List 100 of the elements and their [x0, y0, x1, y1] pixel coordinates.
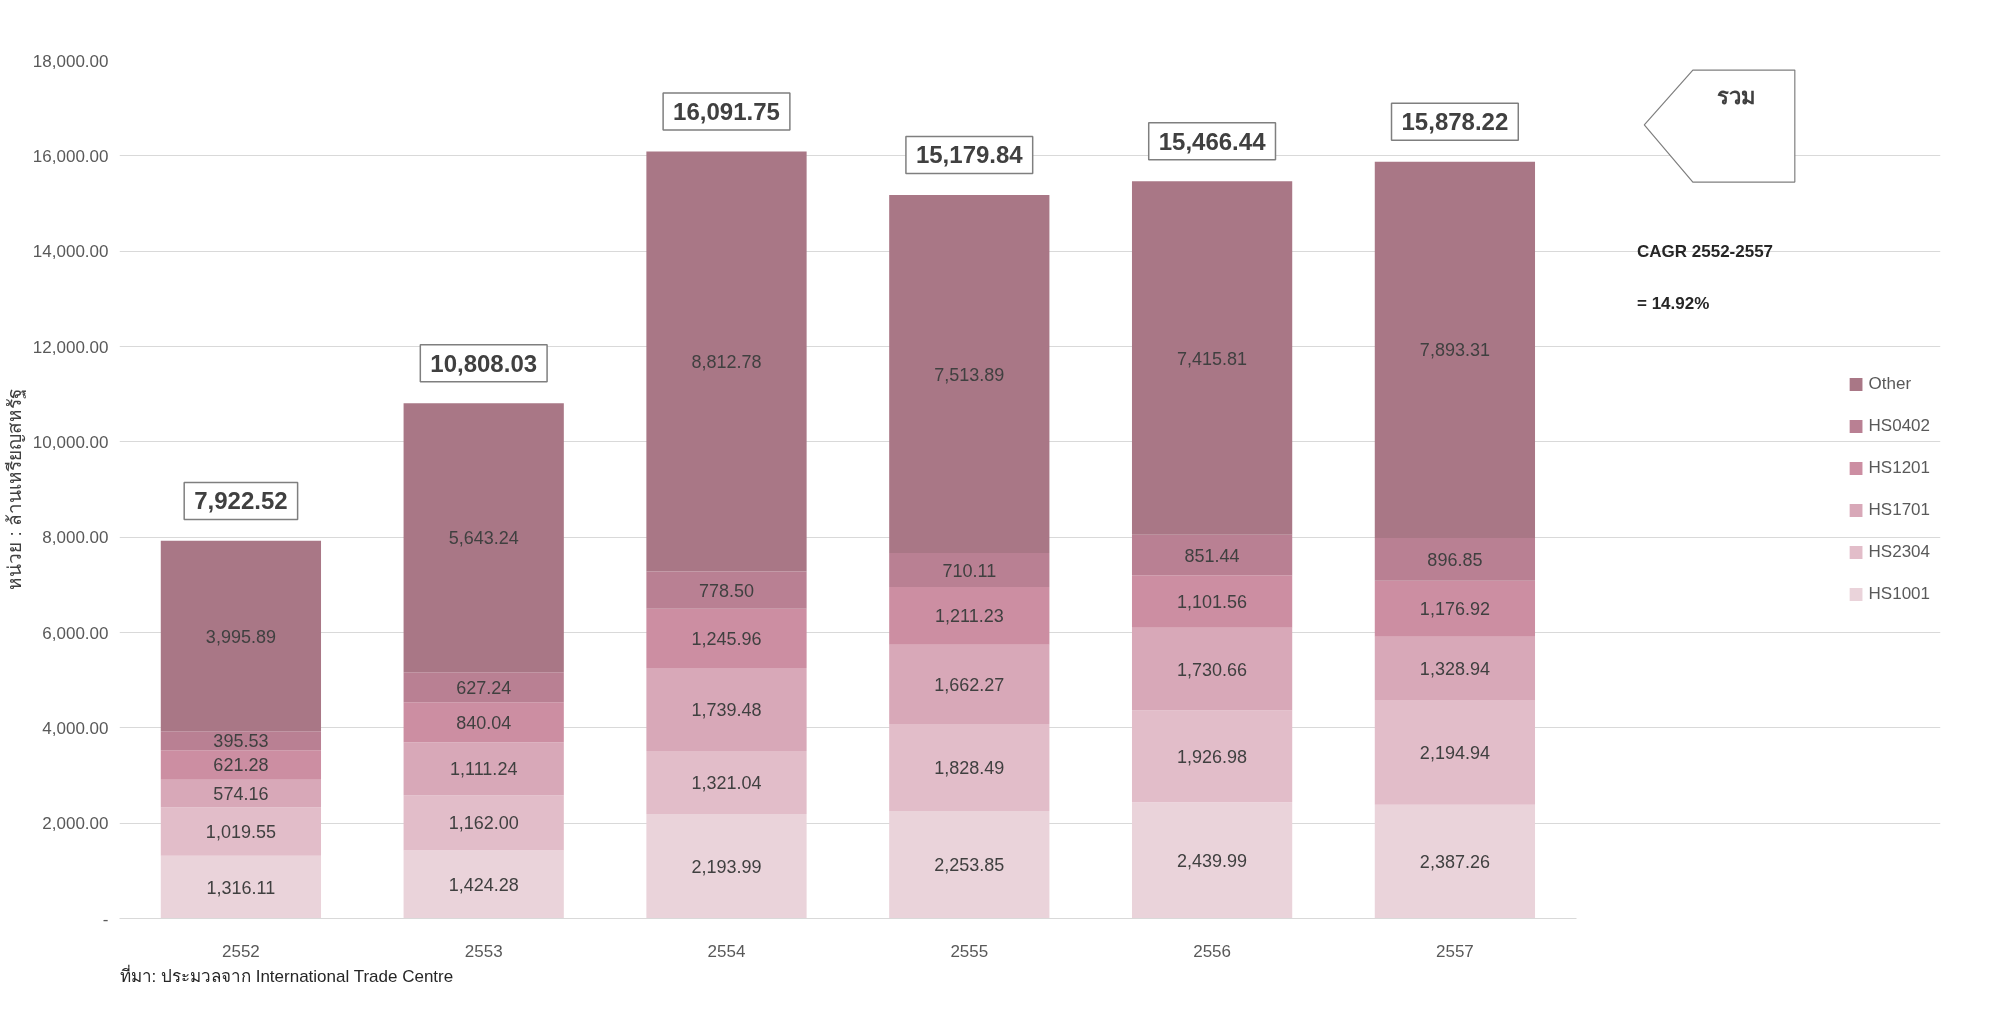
bar: [403, 742, 564, 796]
legend-label: Other: [1868, 374, 1912, 394]
data-label: 1,424.28: [448, 875, 519, 896]
y-tick-label: 4,000.00: [42, 718, 109, 738]
data-label: 3,995.89: [205, 626, 276, 647]
data-label: 621.28: [213, 755, 269, 776]
bar: [403, 850, 564, 919]
total-label: 15,179.84: [915, 141, 1024, 169]
text: ที่มา: ประมวลจาก International Trade Centre: [119, 963, 454, 986]
y-tick-label: 6,000.00: [42, 623, 109, 643]
bar: [889, 644, 1050, 724]
data-label: 7,513.89: [934, 364, 1005, 385]
data-label: 1,019.55: [205, 821, 276, 842]
data-label: 2,387.26: [1419, 852, 1490, 873]
bar: [1131, 575, 1293, 628]
x-tick-label: 2554: [707, 941, 746, 961]
bar: [403, 403, 564, 673]
data-label: 1,101.56: [1177, 592, 1248, 613]
bar: [1131, 534, 1293, 576]
y-tick-label: -: [102, 909, 109, 929]
legend-label: HS1701: [1868, 500, 1930, 520]
bar: [403, 702, 564, 743]
data-label: 1,316.11: [206, 877, 276, 898]
bar: [160, 750, 322, 780]
bar: [646, 151, 807, 572]
total-label: 7,922.52: [194, 487, 288, 515]
bar: [646, 571, 807, 609]
data-label: 1,739.48: [691, 699, 762, 720]
x-tick-label: 2557: [1435, 941, 1474, 961]
bar: [403, 672, 564, 703]
data-label: 395.53: [213, 731, 269, 752]
legend-label: HS0402: [1868, 416, 1930, 436]
x-tick-label: 2556: [1193, 941, 1232, 961]
bar: [889, 586, 1050, 645]
data-label: 7,415.81: [1177, 348, 1248, 369]
data-label: 1,730.66: [1177, 659, 1248, 680]
data-label: 1,828.49: [934, 757, 1005, 778]
data-label: 8,812.78: [691, 352, 762, 372]
y-tick-label: 18,000.00: [32, 51, 109, 71]
data-label: 7,893.31: [1419, 340, 1490, 361]
total-label: 10,808.03: [430, 349, 538, 377]
data-label: 840.04: [456, 712, 512, 733]
data-label: 627.24: [456, 677, 512, 698]
data-label: 5,643.24: [448, 528, 519, 549]
text: = 14.92%: [1637, 294, 1710, 314]
bar: [889, 194, 1050, 554]
bar: [403, 795, 564, 851]
bar: [160, 540, 322, 732]
data-label: 574.16: [213, 783, 269, 804]
y-tick-label: 14,000.00: [32, 242, 109, 262]
y-tick-label: 16,000.00: [32, 146, 109, 166]
bar: [889, 811, 1050, 919]
y-tick-label: 8,000.00: [42, 528, 109, 548]
bar: [1374, 804, 1536, 919]
data-label: 2,253.85: [934, 855, 1005, 876]
bar: [160, 807, 322, 856]
data-label: 1,662.27: [934, 674, 1005, 695]
data-label: 1,926.98: [1177, 746, 1248, 767]
text: CAGR 2552-2557: [1637, 241, 1774, 261]
legend-label: HS2304: [1868, 542, 1930, 562]
bar: [160, 779, 322, 808]
data-label: 896.85: [1427, 549, 1483, 570]
data-label: 1,162.00: [448, 813, 519, 834]
x-tick-label: 2555: [950, 941, 989, 961]
bar: [1374, 537, 1536, 581]
bar: [1131, 802, 1293, 919]
bar: [1131, 710, 1293, 803]
legend-label: HS1001: [1868, 584, 1930, 604]
bar: [1374, 700, 1536, 805]
data-label: 710.11: [942, 560, 997, 581]
data-label: 2,193.99: [691, 856, 762, 877]
data-label: 2,439.99: [1177, 850, 1248, 871]
y-tick-label: 12,000.00: [32, 337, 109, 357]
total-label: 15,878.22: [1401, 108, 1509, 136]
bar: [889, 723, 1050, 812]
data-label: 778.50: [698, 580, 755, 601]
data-label: 1,176.92: [1419, 599, 1490, 620]
data-label: 1,328.94: [1419, 658, 1490, 679]
total-label: 15,466.44: [1158, 127, 1267, 155]
y-axis-title: หน่วย : ล้านเหรียญสหรัฐ: [3, 389, 26, 590]
bar: [1131, 181, 1293, 535]
text: รวม: [1717, 83, 1757, 109]
bar: [1374, 636, 1536, 701]
data-label: 1,211.23: [934, 606, 1004, 627]
bar: [160, 855, 322, 919]
y-tick-label: 10,000.00: [32, 432, 109, 452]
data-label: 1,321.04: [691, 772, 762, 793]
bar: [1374, 161, 1536, 538]
bar: [646, 750, 807, 814]
y-tick-label: 2,000.00: [42, 814, 109, 834]
bar: [1374, 580, 1536, 637]
data-label: 851.44: [1184, 545, 1240, 566]
x-tick-label: 2552: [221, 941, 260, 961]
bar: [646, 608, 807, 669]
bar: [646, 813, 807, 919]
data-label: 1,111.24: [450, 759, 518, 780]
data-label: 2,194.94: [1419, 742, 1490, 763]
total-label: 16,091.75: [673, 98, 780, 126]
bar: [1131, 627, 1293, 711]
bar: [646, 668, 807, 751]
